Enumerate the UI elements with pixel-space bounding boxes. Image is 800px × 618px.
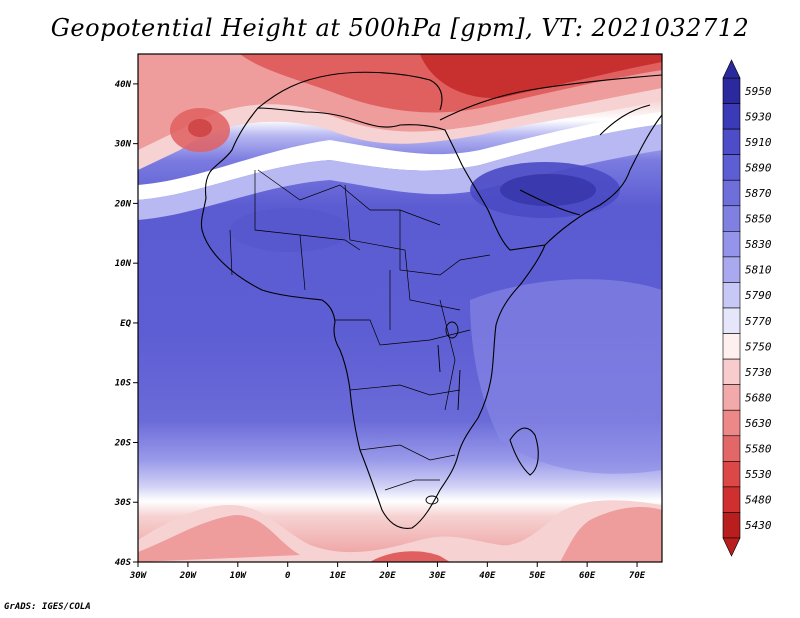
colorbar-label: 5680 [745, 391, 772, 404]
colorbar-label: 5870 [745, 187, 772, 200]
grads-credit: GrADS: IGES/COLA [4, 602, 91, 612]
colorbar-label: 5730 [745, 366, 772, 379]
x-tick-label: 40E [479, 571, 496, 581]
colorbar-label: 5750 [745, 340, 772, 353]
plot-frame [137, 53, 663, 563]
colorbar-swatch [722, 358, 741, 385]
colorbar-swatch [722, 128, 741, 155]
colorbar-label: 5950 [745, 85, 772, 98]
y-tick-label: 10S [115, 379, 132, 389]
colorbar-top-arrow [722, 59, 741, 79]
colorbar-label: 5850 [745, 213, 772, 226]
colorbar-swatch [722, 409, 741, 437]
x-tick-label: 30E [428, 571, 446, 581]
colorbar-label: 5770 [745, 315, 772, 328]
height-field [138, 54, 662, 562]
colorbar-label: 5530 [745, 468, 772, 481]
y-tick-label: 30S [114, 498, 132, 508]
colorbar-swatch [722, 256, 741, 283]
y-tick-label: EQ [120, 319, 131, 329]
country-borders [229, 169, 491, 491]
colorbar-swatch [722, 435, 741, 462]
colorbar-label: 5810 [745, 264, 772, 277]
colorbar-swatch [722, 179, 741, 207]
colorbar: 5950 5930 5910 5890 5870 5850 5830 5810 5790 5770… [722, 59, 772, 557]
y-tick-label: 20S [114, 438, 132, 448]
x-tick-label: 10W [230, 571, 248, 581]
lakes [425, 321, 461, 505]
colorbar-label: 5890 [745, 161, 772, 174]
colorbar-swatch [722, 384, 741, 411]
colorbar-swatch [722, 77, 741, 104]
colorbar-bottom-arrow [722, 537, 741, 557]
x-tick-label: 20W [179, 571, 198, 581]
colorbar-label: 5630 [745, 417, 772, 430]
x-tick-label: 10E [329, 571, 346, 581]
colorbar-swatch [722, 154, 741, 181]
x-tick-label: 20E [378, 571, 396, 581]
colorbar-swatch [722, 512, 741, 539]
colorbar-swatch [722, 307, 741, 334]
colorbar-swatch [722, 333, 741, 360]
x-tick-label: 60E [579, 571, 596, 581]
y-axis: 40N 30N 20N 10N EQ 10S 20S 30S 40S [114, 80, 138, 568]
y-tick-label: 30N [114, 140, 132, 150]
colorbar-label: 5790 [745, 289, 772, 302]
coastlines [200, 71, 662, 529]
colorbar-swatch [722, 103, 741, 130]
colorbar-swatch [722, 205, 741, 232]
x-axis: 30W 20W 10W 0 10E 20E 30E 40E 50E 60E 70E [129, 562, 646, 581]
colorbar-label: 5430 [745, 519, 772, 532]
colorbar-label: 5930 [745, 110, 772, 123]
colorbar-swatch [722, 461, 741, 488]
colorbar-label: 5480 [745, 494, 772, 507]
map-title: Geopotential Height at 500hPa [gpm], VT:… [50, 14, 750, 42]
colorbar-label: 5910 [745, 136, 772, 149]
x-tick-label: 0 [285, 571, 291, 581]
x-tick-label: 70E [629, 571, 646, 581]
y-tick-label: 40S [115, 558, 132, 568]
colorbar-label: 5580 [745, 443, 772, 456]
colorbar-label: 5830 [745, 238, 772, 251]
x-tick-label: 50E [529, 571, 546, 581]
y-tick-label: 10N [115, 259, 132, 269]
colorbar-swatch [722, 231, 741, 258]
colorbar-swatch [722, 486, 741, 513]
y-tick-label: 20N [114, 199, 132, 209]
colorbar-swatch [722, 282, 741, 309]
y-tick-label: 40N [115, 80, 132, 90]
x-tick-label: 30W [129, 571, 148, 581]
